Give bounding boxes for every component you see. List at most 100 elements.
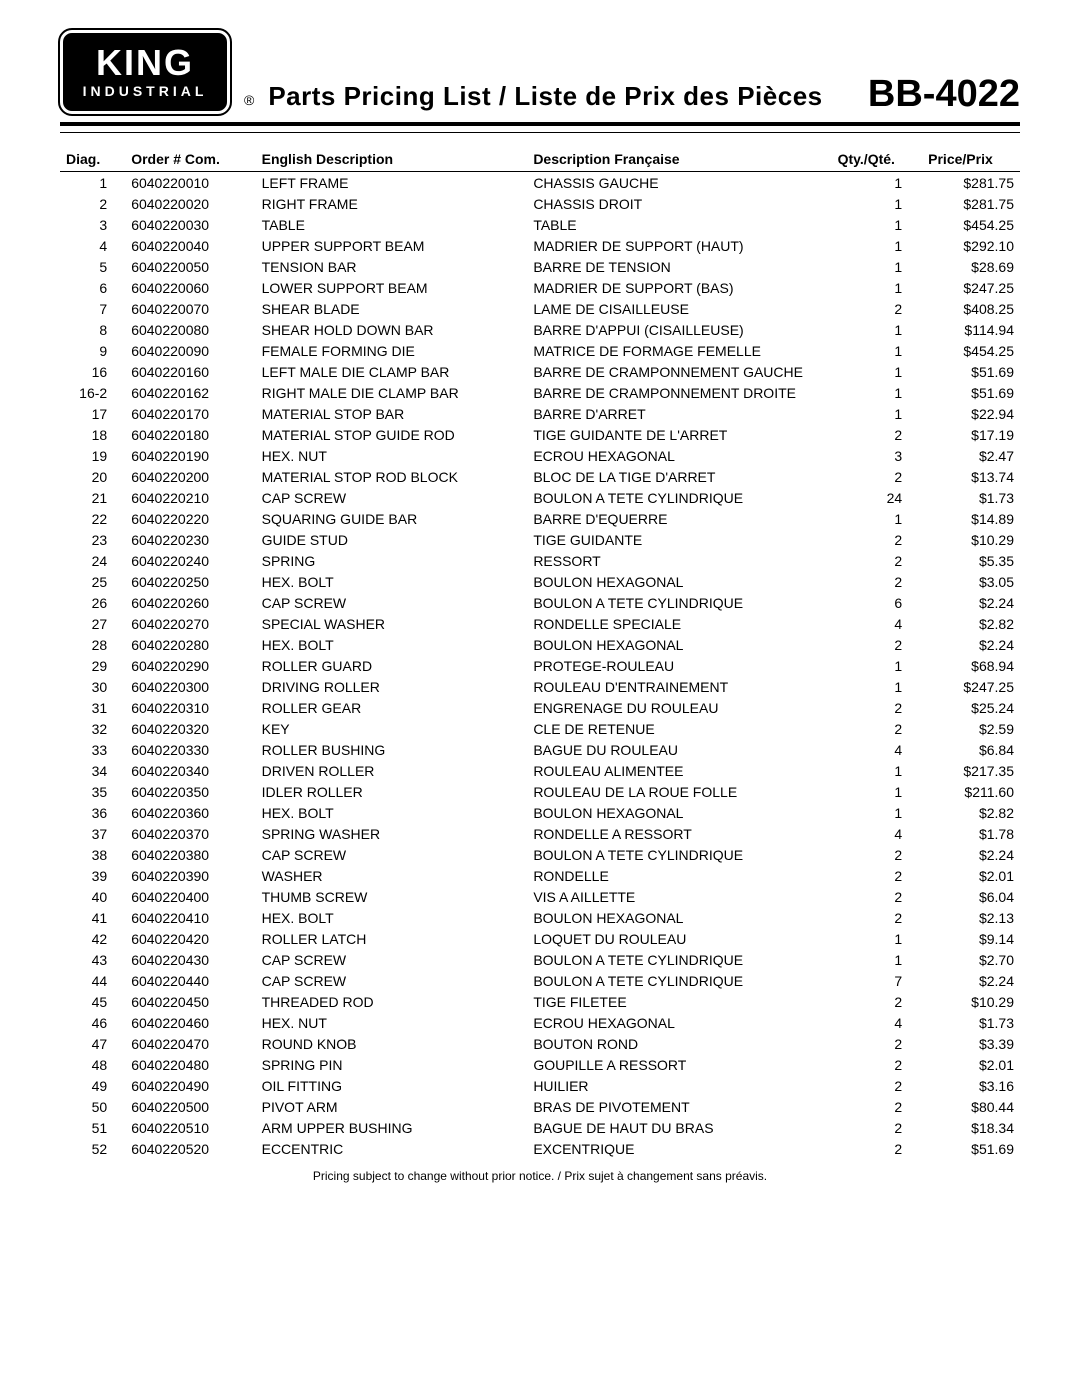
cell-qty: 1 — [832, 340, 923, 361]
cell-diag: 39 — [60, 865, 125, 886]
cell-price: $10.29 — [922, 529, 1020, 550]
table-row: 326040220320KEYCLE DE RETENUE2$2.59 — [60, 718, 1020, 739]
cell-en: TENSION BAR — [256, 256, 528, 277]
table-row: 316040220310ROLLER GEARENGRENAGE DU ROUL… — [60, 697, 1020, 718]
table-row: 366040220360HEX. BOLTBOULON HEXAGONAL1$2… — [60, 802, 1020, 823]
cell-qty: 1 — [832, 172, 923, 194]
cell-en: SPRING — [256, 550, 528, 571]
cell-en: HEX. NUT — [256, 1012, 528, 1033]
cell-qty: 1 — [832, 676, 923, 697]
cell-fr: BLOC DE LA TIGE D'ARRET — [527, 466, 831, 487]
cell-order: 6040220290 — [125, 655, 255, 676]
cell-qty: 1 — [832, 277, 923, 298]
cell-order: 6040220310 — [125, 697, 255, 718]
cell-en: HEX. NUT — [256, 445, 528, 466]
cell-qty: 2 — [832, 466, 923, 487]
cell-qty: 2 — [832, 1138, 923, 1159]
cell-fr: BOULON HEXAGONAL — [527, 571, 831, 592]
table-row: 416040220410HEX. BOLTBOULON HEXAGONAL2$2… — [60, 907, 1020, 928]
cell-en: DRIVING ROLLER — [256, 676, 528, 697]
cell-en: SPECIAL WASHER — [256, 613, 528, 634]
cell-en: CAP SCREW — [256, 949, 528, 970]
table-row: 446040220440CAP SCREWBOULON A TETE CYLIN… — [60, 970, 1020, 991]
cell-en: SHEAR HOLD DOWN BAR — [256, 319, 528, 340]
table-row: 66040220060LOWER SUPPORT BEAMMADRIER DE … — [60, 277, 1020, 298]
table-row: 36040220030TABLETABLE1$454.25 — [60, 214, 1020, 235]
cell-price: $9.14 — [922, 928, 1020, 949]
cell-diag: 41 — [60, 907, 125, 928]
cell-qty: 1 — [832, 214, 923, 235]
cell-price: $14.89 — [922, 508, 1020, 529]
cell-order: 6040220080 — [125, 319, 255, 340]
cell-diag: 31 — [60, 697, 125, 718]
cell-diag: 45 — [60, 991, 125, 1012]
cell-order: 6040220230 — [125, 529, 255, 550]
cell-qty: 2 — [832, 1033, 923, 1054]
cell-fr: ROULEAU ALIMENTEE — [527, 760, 831, 781]
cell-order: 6040220030 — [125, 214, 255, 235]
cell-diag: 22 — [60, 508, 125, 529]
cell-fr: ECROU HEXAGONAL — [527, 1012, 831, 1033]
table-row: 246040220240SPRINGRESSORT2$5.35 — [60, 550, 1020, 571]
table-row: 166040220160LEFT MALE DIE CLAMP BARBARRE… — [60, 361, 1020, 382]
cell-order: 6040220440 — [125, 970, 255, 991]
cell-en: GUIDE STUD — [256, 529, 528, 550]
page-header: KING INDUSTRIAL ® Parts Pricing List / L… — [60, 30, 1020, 126]
cell-order: 6040220370 — [125, 823, 255, 844]
cell-order: 6040220170 — [125, 403, 255, 424]
cell-price: $247.25 — [922, 277, 1020, 298]
col-diag: Diag. — [60, 147, 125, 172]
cell-diag: 19 — [60, 445, 125, 466]
cell-order: 6040220240 — [125, 550, 255, 571]
cell-fr: EXCENTRIQUE — [527, 1138, 831, 1159]
cell-price: $247.25 — [922, 676, 1020, 697]
cell-qty: 2 — [832, 886, 923, 907]
cell-en: CAP SCREW — [256, 487, 528, 508]
cell-order: 6040220340 — [125, 760, 255, 781]
table-row: 26040220020RIGHT FRAMECHASSIS DROIT1$281… — [60, 193, 1020, 214]
table-row: 276040220270SPECIAL WASHERRONDELLE SPECI… — [60, 613, 1020, 634]
cell-en: LOWER SUPPORT BEAM — [256, 277, 528, 298]
cell-qty: 1 — [832, 193, 923, 214]
table-row: 386040220380CAP SCREWBOULON A TETE CYLIN… — [60, 844, 1020, 865]
cell-diag: 44 — [60, 970, 125, 991]
cell-en: ECCENTRIC — [256, 1138, 528, 1159]
cell-fr: TIGE FILETEE — [527, 991, 831, 1012]
cell-price: $18.34 — [922, 1117, 1020, 1138]
table-row: 356040220350IDLER ROLLERROULEAU DE LA RO… — [60, 781, 1020, 802]
table-row: 496040220490OIL FITTINGHUILIER2$3.16 — [60, 1075, 1020, 1096]
cell-fr: BOULON A TETE CYLINDRIQUE — [527, 970, 831, 991]
cell-fr: BOUTON ROND — [527, 1033, 831, 1054]
cell-price: $114.94 — [922, 319, 1020, 340]
cell-diag: 26 — [60, 592, 125, 613]
cell-order: 6040220090 — [125, 340, 255, 361]
cell-fr: CHASSIS DROIT — [527, 193, 831, 214]
cell-qty: 2 — [832, 1096, 923, 1117]
cell-fr: BOULON A TETE CYLINDRIQUE — [527, 949, 831, 970]
cell-price: $68.94 — [922, 655, 1020, 676]
col-english: English Description — [256, 147, 528, 172]
cell-en: CAP SCREW — [256, 592, 528, 613]
table-row: 186040220180MATERIAL STOP GUIDE RODTIGE … — [60, 424, 1020, 445]
cell-en: ARM UPPER BUSHING — [256, 1117, 528, 1138]
cell-price: $2.82 — [922, 613, 1020, 634]
cell-en: FEMALE FORMING DIE — [256, 340, 528, 361]
cell-order: 6040220270 — [125, 613, 255, 634]
cell-price: $408.25 — [922, 298, 1020, 319]
cell-fr: TIGE GUIDANTE — [527, 529, 831, 550]
table-row: 206040220200MATERIAL STOP ROD BLOCKBLOC … — [60, 466, 1020, 487]
cell-en: SPRING WASHER — [256, 823, 528, 844]
cell-fr: BOULON HEXAGONAL — [527, 907, 831, 928]
cell-diag: 25 — [60, 571, 125, 592]
cell-order: 6040220260 — [125, 592, 255, 613]
cell-fr: RESSORT — [527, 550, 831, 571]
cell-diag: 3 — [60, 214, 125, 235]
cell-price: $5.35 — [922, 550, 1020, 571]
cell-diag: 1 — [60, 172, 125, 194]
cell-qty: 2 — [832, 529, 923, 550]
cell-en: RIGHT FRAME — [256, 193, 528, 214]
cell-en: ROLLER GEAR — [256, 697, 528, 718]
cell-price: $2.01 — [922, 1054, 1020, 1075]
table-row: 486040220480SPRING PINGOUPILLE A RESSORT… — [60, 1054, 1020, 1075]
cell-diag: 33 — [60, 739, 125, 760]
